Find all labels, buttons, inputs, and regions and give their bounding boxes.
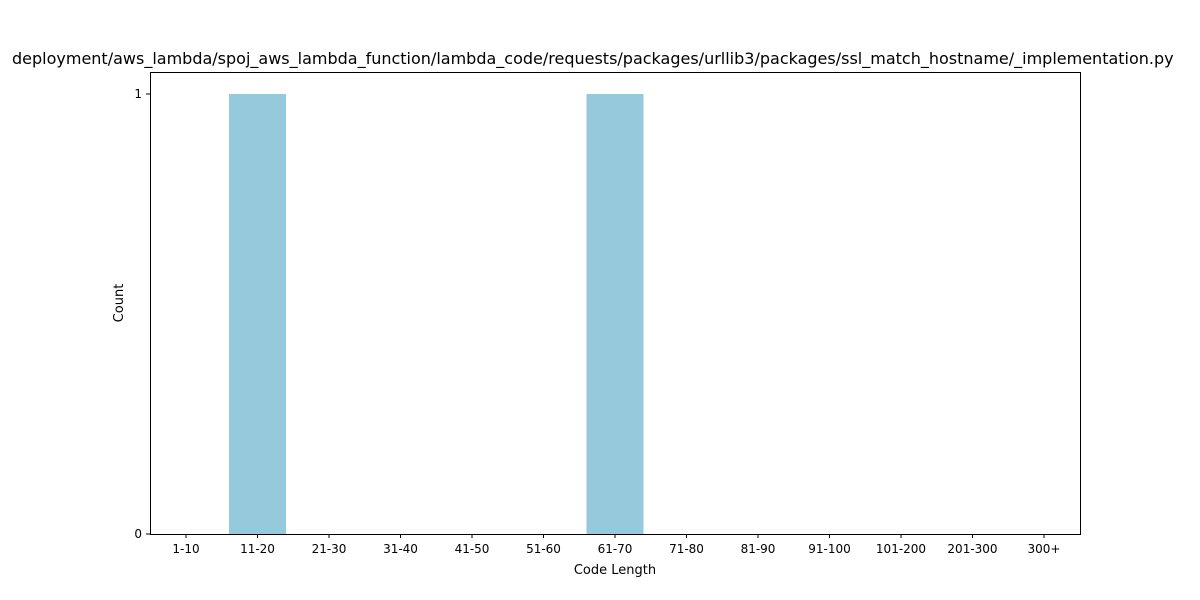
- y-tick-label: 1: [134, 87, 142, 101]
- bar-61-70: [586, 94, 644, 534]
- x-tick-label: 21-30: [312, 542, 347, 556]
- x-tick-label: 31-40: [383, 542, 418, 556]
- y-tick-label: 0: [134, 527, 142, 541]
- x-tick-label: 41-50: [455, 542, 490, 556]
- x-axis-label: Code Length: [574, 563, 656, 578]
- y-axis-ticks: 01: [134, 87, 150, 541]
- x-tick-label: 1-10: [172, 542, 199, 556]
- x-tick-label: 51-60: [526, 542, 561, 556]
- x-tick-label: 300+: [1028, 542, 1061, 556]
- bar-11-20: [229, 94, 286, 534]
- chart-title: deployment/aws_lambda/spoj_aws_lambda_fu…: [12, 49, 1174, 69]
- x-tick-label: 81-90: [741, 542, 776, 556]
- x-axis-ticks: 1-10 11-20 21-30 31-40 41-50 51-60 61-70 71-80 8…: [172, 534, 1060, 556]
- x-tick-label: 71-80: [669, 542, 704, 556]
- x-tick-label: 61-70: [598, 542, 633, 556]
- bars: [229, 94, 644, 534]
- x-tick-label: 201-300: [947, 542, 997, 556]
- x-tick-label: 101-200: [876, 542, 926, 556]
- x-tick-label: 91-100: [808, 542, 851, 556]
- plot-frame: [150, 72, 1081, 535]
- y-axis-label: Count: [112, 284, 127, 323]
- x-tick-label: 11-20: [240, 542, 275, 556]
